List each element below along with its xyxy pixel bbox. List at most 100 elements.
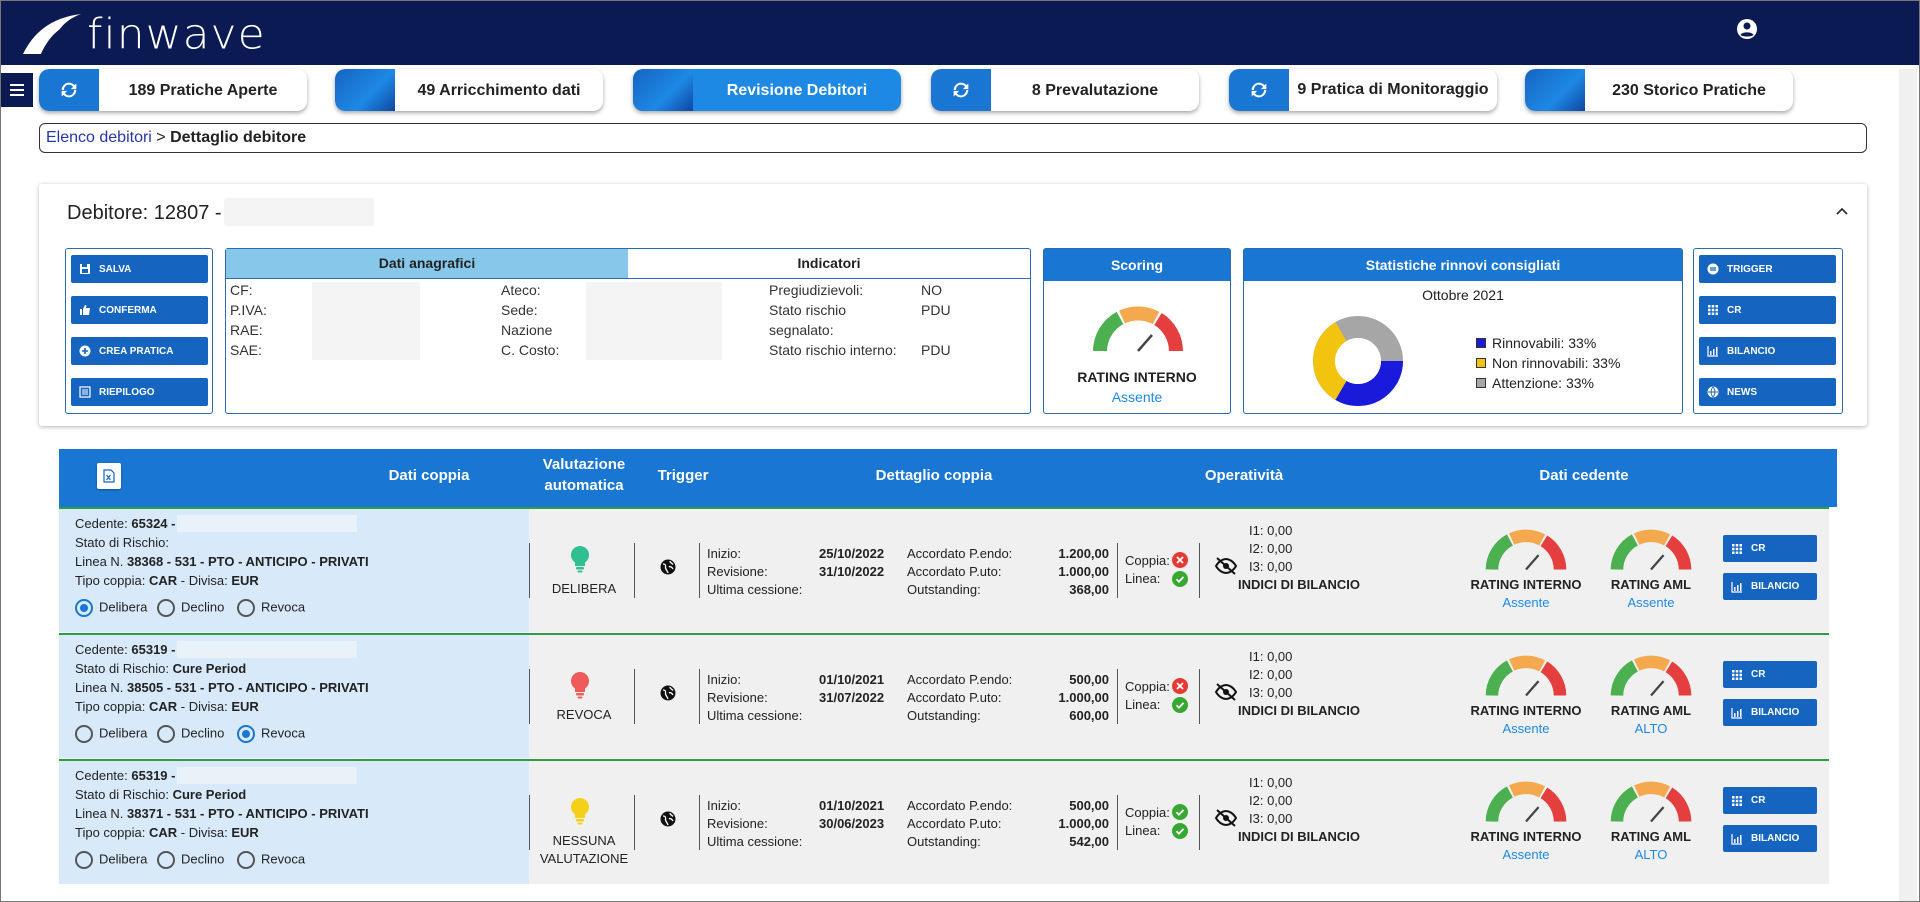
tab-dati-anagrafici[interactable]: Dati anagrafici — [226, 249, 628, 278]
pregiudizievoli-label: Pregiudizievoli: — [769, 282, 864, 298]
indice-i3: I3: 0,00 — [1249, 559, 1293, 574]
eye-off-icon[interactable] — [1214, 557, 1238, 580]
statistiche-panel: Statistiche rinnovi consigliati Ottobre … — [1243, 248, 1683, 414]
salva-button[interactable]: SALVA — [71, 255, 208, 283]
radio-declino[interactable]: Declino — [157, 725, 224, 743]
outstanding-value: 600,00 — [1069, 708, 1109, 723]
conferma-label: CONFERMA — [99, 304, 157, 316]
trigger-globe-icon[interactable] — [660, 559, 676, 580]
header-automatica: automatica — [544, 477, 624, 494]
stato-rischio-line: Stato di Rischio: Cure Period — [75, 661, 247, 676]
donut-slice-rinnovabili — [1334, 360, 1404, 407]
dati-coppia-cell: Cedente: 65319 - Stato di Rischio: Cure … — [59, 635, 529, 758]
radio-circle[interactable] — [237, 725, 255, 743]
bar-chart-icon — [1707, 346, 1718, 357]
linea-line: Linea N. 38505 - 531 - PTO - ANTICIPO - … — [75, 680, 369, 695]
radio-circle[interactable] — [157, 599, 175, 617]
wave-icon — [633, 69, 693, 111]
linea-check-icon — [1172, 571, 1188, 587]
rating-aml-value: ALTO — [1634, 847, 1668, 862]
tab-storico-pratiche[interactable]: 230 Storico Pratiche — [1525, 69, 1793, 111]
row-cr-button[interactable]: CR — [1723, 661, 1817, 688]
grid-icon — [1732, 795, 1742, 806]
row-bilancio-button[interactable]: BILANCIO — [1723, 699, 1817, 726]
tab-label: Revisione Debitori — [726, 82, 868, 99]
eye-off-icon[interactable] — [1214, 683, 1238, 706]
bar-chart-icon — [1731, 707, 1742, 719]
breadcrumb-current: Dettaglio debitore — [170, 129, 307, 146]
radio-circle[interactable] — [75, 851, 93, 869]
news-button[interactable]: NEWS — [1699, 378, 1836, 406]
row-bilancio-button[interactable]: BILANCIO — [1723, 573, 1817, 600]
anagrafica-values-redacted — [312, 282, 420, 360]
stato-rischio-segnalato-value: PDU — [921, 302, 951, 318]
tab-label: 9 Pratica di Monitoraggio — [1297, 81, 1489, 98]
user-account-icon[interactable] — [1735, 17, 1759, 41]
radio-circle[interactable] — [157, 851, 175, 869]
breadcrumb-link-elenco-debitori[interactable]: Elenco debitori — [46, 129, 152, 146]
sede-label: Sede: — [501, 302, 538, 318]
coppia-error-icon — [1172, 678, 1188, 694]
bilancio-button[interactable]: BILANCIO — [1699, 337, 1836, 365]
radio-delibera[interactable]: Delibera — [75, 725, 147, 743]
rating-interno-label: RATING INTERNO — [1470, 577, 1582, 592]
radio-circle[interactable] — [75, 725, 93, 743]
tab-prevalutazione[interactable]: 8 Prevalutazione — [931, 69, 1199, 111]
radio-revoca[interactable]: Revoca — [237, 725, 305, 743]
puto-value: 1.000,00 — [1058, 816, 1109, 831]
indici-di-bilancio-label: INDICI DI BILANCIO — [1237, 577, 1361, 592]
row-bilancio-button[interactable]: BILANCIO — [1723, 825, 1817, 852]
cr-button[interactable]: CR — [1699, 296, 1836, 324]
finwave-logo[interactable]: finwave — [21, 9, 266, 59]
tab-pratiche-aperte[interactable]: 189 Pratiche Aperte — [39, 69, 307, 111]
rating-aml-gauge-icon — [1610, 529, 1692, 571]
trigger-globe-icon[interactable] — [660, 811, 676, 832]
radio-circle[interactable] — [75, 599, 93, 617]
cedente-line: Cedente: 65319 - — [75, 642, 176, 657]
radio-circle[interactable] — [157, 725, 175, 743]
indici-di-bilancio-label: INDICI DI BILANCIO — [1237, 829, 1361, 844]
pendo-value: 500,00 — [1069, 672, 1109, 687]
radio-circle[interactable] — [237, 851, 255, 869]
radio-declino[interactable]: Declino — [157, 851, 224, 869]
linea-check-icon — [1172, 823, 1188, 839]
riepilogo-button[interactable]: RIEPILOGO — [71, 378, 208, 406]
conferma-button[interactable]: CONFERMA — [71, 296, 208, 324]
row-cr-button[interactable]: CR — [1723, 787, 1817, 814]
outstanding-value: 542,00 — [1069, 834, 1109, 849]
tab-arricchimento-dati[interactable]: 49 Arricchimento dati — [335, 69, 603, 111]
radio-label: Declino — [181, 851, 225, 867]
radio-declino[interactable]: Declino — [157, 599, 224, 617]
radio-delibera[interactable]: Delibera — [75, 599, 147, 617]
radio-revoca[interactable]: Revoca — [237, 851, 305, 869]
coppia-label: Coppia: — [1125, 805, 1170, 820]
radio-delibera[interactable]: Delibera — [75, 851, 147, 869]
eye-off-icon[interactable] — [1214, 809, 1238, 832]
radio-label: Revoca — [261, 851, 306, 867]
trigger-button[interactable]: TRIGGER — [1699, 255, 1836, 283]
hamburger-menu-icon[interactable] — [1, 73, 33, 107]
radio-revoca[interactable]: Revoca — [237, 599, 305, 617]
legend-item-non-rinnovabili: Non rinnovabili: 33% — [1476, 353, 1620, 373]
scoring-label: RATING INTERNO — [1077, 369, 1197, 385]
tab-pratica-monitoraggio[interactable]: 9 Pratica di Monitoraggio — [1229, 69, 1497, 111]
crea-pratica-button[interactable]: CREA PRATICA — [71, 337, 208, 365]
puto-value: 1.000,00 — [1058, 690, 1109, 705]
row-cr-button[interactable]: CR — [1723, 535, 1817, 562]
radio-circle[interactable] — [237, 599, 255, 617]
page-scrollbar[interactable] — [1899, 69, 1917, 901]
cedente-name-redacted — [177, 515, 357, 532]
indice-i1: I1: 0,00 — [1249, 775, 1293, 790]
radio-label: Delibera — [99, 599, 148, 615]
tab-revisione-debitori[interactable]: Revisione Debitori — [633, 69, 901, 111]
inizio-label: Inizio: — [707, 546, 741, 561]
chevron-up-icon[interactable] — [1835, 204, 1849, 218]
outstanding-label: Outstanding: — [907, 834, 981, 849]
puto-label: Accordato P.uto: — [907, 690, 1002, 705]
linea-line: Linea N. 38368 - 531 - PTO - ANTICIPO - … — [75, 554, 369, 569]
rating-interno-label: RATING INTERNO — [1470, 829, 1582, 844]
outstanding-label: Outstanding: — [907, 582, 981, 597]
tab-indicatori[interactable]: Indicatori — [797, 255, 861, 271]
export-excel-icon[interactable] — [97, 463, 121, 489]
trigger-globe-icon[interactable] — [660, 685, 676, 706]
